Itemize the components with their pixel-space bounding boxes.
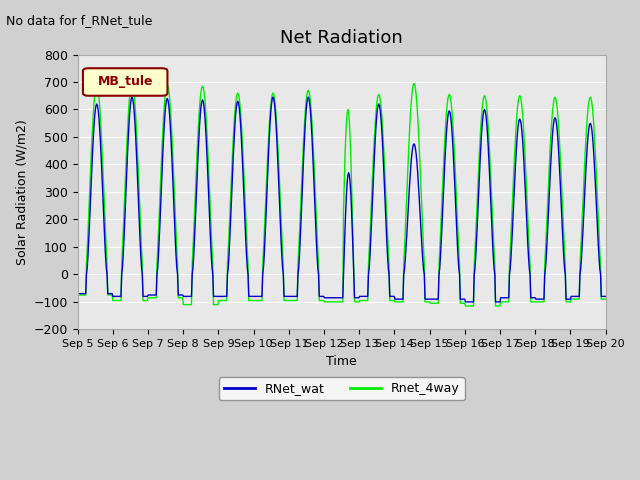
- Line: Rnet_4way: Rnet_4way: [77, 82, 605, 306]
- Rnet_4way: [406, 113, 414, 119]
- Y-axis label: Solar Radiation (W/m2): Solar Radiation (W/m2): [15, 119, 28, 265]
- RNet_wat: [83, 265, 91, 271]
- Text: MB_tule: MB_tule: [97, 75, 153, 88]
- RNet_wat: [74, 291, 81, 297]
- RNet_wat: [220, 293, 228, 299]
- Rnet_4way: [192, 177, 200, 183]
- Rnet_4way: [74, 292, 81, 298]
- Legend: RNet_wat, Rnet_4way: RNet_wat, Rnet_4way: [219, 377, 465, 400]
- RNet_wat: [192, 204, 200, 210]
- Rnet_4way: [602, 296, 609, 302]
- Rnet_4way: [461, 303, 469, 309]
- Rnet_4way: [220, 298, 228, 303]
- Line: RNet_wat: RNet_wat: [77, 97, 605, 302]
- Rnet_4way: [128, 79, 136, 85]
- RNet_wat: [461, 299, 469, 305]
- RNet_wat: [406, 170, 414, 176]
- FancyBboxPatch shape: [83, 68, 168, 96]
- RNet_wat: [138, 272, 146, 277]
- RNet_wat: [128, 94, 136, 100]
- X-axis label: Time: Time: [326, 355, 357, 368]
- RNet_wat: [602, 293, 609, 299]
- Rnet_4way: [422, 299, 429, 305]
- RNet_wat: [422, 296, 429, 302]
- Title: Net Radiation: Net Radiation: [280, 29, 403, 48]
- Rnet_4way: [83, 247, 91, 252]
- Rnet_4way: [138, 261, 146, 267]
- Text: No data for f_RNet_tule: No data for f_RNet_tule: [6, 14, 153, 27]
